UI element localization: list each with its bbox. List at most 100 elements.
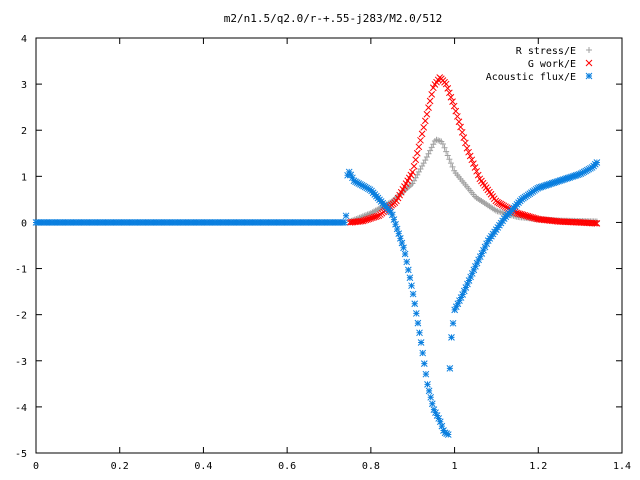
data-point: [593, 220, 601, 227]
data-point: [429, 84, 437, 92]
data-point: [583, 166, 591, 174]
data-point: [556, 177, 564, 184]
data-points: [32, 74, 601, 438]
data-point: [443, 430, 451, 438]
data-point: [341, 219, 348, 226]
data-point: [468, 270, 476, 277]
data-point: [416, 329, 423, 337]
data-point: [392, 220, 399, 228]
data-point: [457, 123, 464, 131]
data-point: [439, 140, 446, 147]
data-point: [478, 250, 486, 257]
data-point: [457, 294, 465, 301]
data-point: [591, 219, 599, 227]
data-point: [446, 365, 454, 372]
data-point: [454, 300, 462, 308]
data-point: [357, 181, 364, 188]
data-point: [456, 297, 463, 304]
data-point: [543, 181, 551, 189]
data-point: [567, 173, 575, 181]
data-point: [473, 259, 481, 267]
data-point: [422, 157, 429, 164]
y-tick-label: -3: [15, 357, 27, 368]
data-point: [349, 174, 356, 182]
data-point: [401, 250, 409, 258]
data-point: [474, 171, 482, 179]
data-point: [498, 201, 506, 209]
data-point: [404, 266, 412, 274]
data-point: [432, 409, 439, 416]
data-point: [345, 168, 353, 176]
data-point: [548, 179, 556, 187]
series-1: [346, 74, 601, 227]
data-point: [428, 400, 436, 408]
data-point: [445, 89, 453, 97]
data-point: [468, 156, 476, 164]
data-point: [420, 360, 428, 367]
data-point: [412, 310, 420, 317]
data-point: [388, 211, 396, 219]
data-point: [460, 134, 468, 141]
data-point: [466, 152, 474, 160]
data-point: [361, 183, 369, 191]
data-point: [470, 266, 478, 274]
data-point: [454, 113, 461, 120]
data-point: [495, 199, 503, 207]
legend-label: Acoustic flux/E: [486, 72, 576, 83]
data-point: [414, 319, 422, 327]
data-point: [542, 182, 550, 189]
data-point: [559, 176, 567, 183]
data-point: [358, 181, 366, 189]
data-point: [409, 168, 416, 176]
data-point: [494, 198, 501, 206]
legend-label: R stress/E: [516, 46, 576, 57]
data-point: [539, 183, 546, 190]
data-point: [444, 152, 451, 159]
data-point: [387, 208, 395, 216]
data-point: [450, 102, 458, 110]
data-point: [497, 200, 505, 208]
data-point: [398, 239, 406, 247]
data-point: [574, 171, 582, 179]
data-point: [579, 169, 586, 177]
x-tick-label: 1.2: [529, 461, 547, 472]
axis-ticks: 0 0.2 0.4 0.6 0.8 1 1.2 1.4 -5 -4 -3 -2 -1 0 1 2 3 4: [15, 34, 631, 472]
data-point: [444, 85, 452, 92]
data-point: [425, 104, 432, 111]
data-point: [452, 303, 460, 311]
data-point: [448, 334, 455, 341]
x-tick-label: 0.4: [194, 461, 212, 472]
data-point: [558, 176, 566, 184]
data-point: [373, 212, 381, 220]
data-point: [449, 163, 456, 170]
data-point: [415, 143, 423, 151]
chart-title: m2/n1.5/q2.0/r-+.55-j283/M2.0/512: [224, 12, 443, 25]
data-point: [352, 178, 359, 186]
y-tick-label: -4: [15, 403, 27, 414]
y-tick-label: 2: [21, 126, 27, 137]
data-point: [422, 370, 430, 378]
legend-label: G work/E: [528, 59, 576, 70]
data-point: [428, 144, 435, 151]
data-point: [586, 47, 592, 53]
data-point: [421, 117, 429, 125]
x-tick-label: 1.4: [613, 461, 631, 472]
data-point: [580, 168, 588, 176]
data-point: [460, 287, 468, 295]
data-point: [438, 422, 446, 430]
data-point: [347, 171, 355, 179]
data-point: [427, 393, 435, 401]
data-point: [444, 431, 452, 438]
data-point: [480, 246, 487, 254]
data-point: [464, 280, 471, 288]
data-point: [536, 184, 543, 191]
data-point: [406, 274, 414, 282]
data-point: [585, 72, 593, 80]
data-point: [534, 184, 542, 192]
data-point: [418, 130, 426, 138]
data-point: [585, 165, 593, 173]
data-point: [435, 415, 443, 422]
data-point: [425, 150, 432, 157]
data-point: [430, 141, 437, 148]
data-point: [470, 160, 477, 168]
